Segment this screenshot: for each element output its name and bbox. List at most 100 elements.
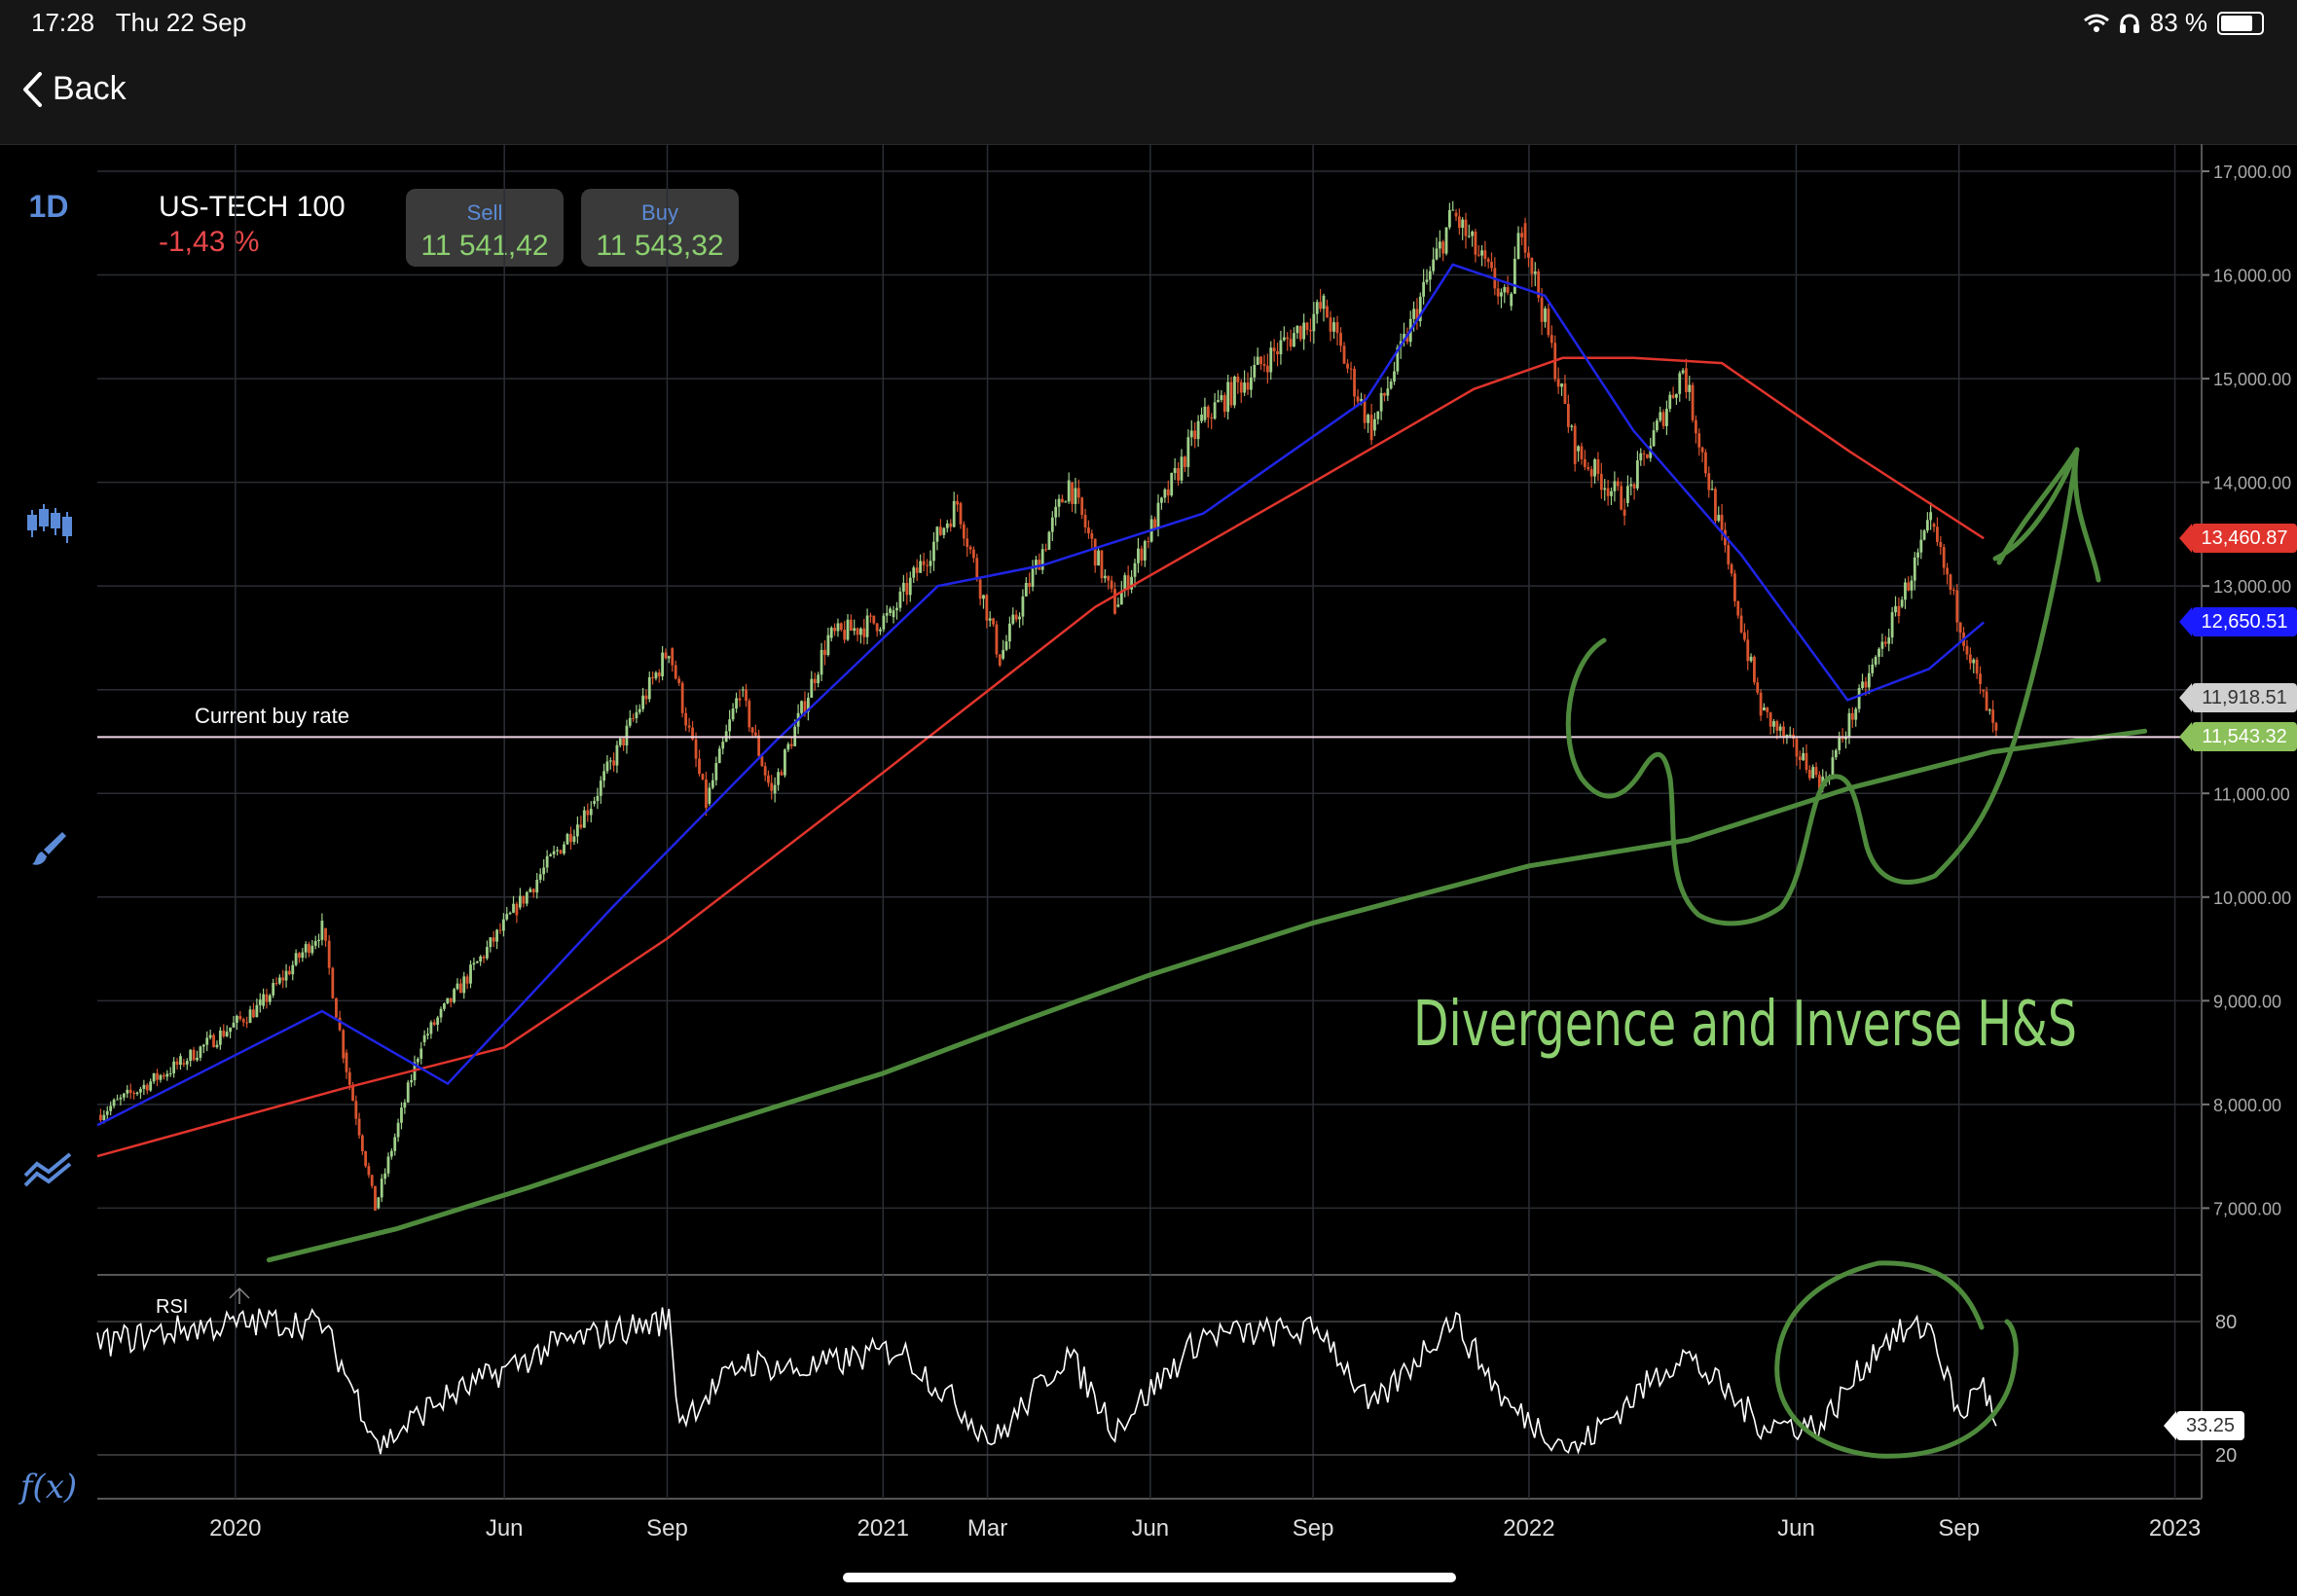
- candle-body: [651, 676, 655, 679]
- candle-body: [889, 608, 892, 613]
- candle-body: [1217, 400, 1220, 403]
- candle-body: [132, 1093, 135, 1095]
- candle-body: [1668, 394, 1672, 410]
- candle-body: [856, 628, 859, 635]
- candle-body: [416, 1058, 419, 1063]
- candle-body: [1471, 231, 1475, 236]
- buy-button[interactable]: Buy 11 543,32: [581, 189, 739, 267]
- breakout-arrow-drawing: [1992, 447, 2101, 583]
- candle-body: [410, 1079, 413, 1083]
- candle-body: [1544, 308, 1547, 322]
- candle-body: [1076, 488, 1080, 498]
- candle-body: [747, 701, 751, 728]
- price-tick-label: 11,000.00: [2213, 784, 2290, 804]
- candle-body: [922, 561, 926, 565]
- candle-body: [978, 579, 982, 599]
- candle-body: [374, 1185, 377, 1211]
- candle-body: [770, 782, 774, 791]
- candle-body: [380, 1179, 383, 1198]
- candlestick-icon: [27, 504, 72, 543]
- candle-body: [1939, 541, 1943, 548]
- drawing-tool-button[interactable]: [19, 829, 78, 873]
- candle-body: [1632, 484, 1636, 489]
- candle-body: [258, 999, 262, 1005]
- candle-body: [1985, 691, 1988, 711]
- candle-body: [1700, 447, 1704, 453]
- candle-body: [593, 801, 597, 804]
- candle-body: [1149, 519, 1153, 542]
- candle-body: [711, 780, 714, 788]
- candle-body: [189, 1049, 193, 1062]
- candle-body: [1493, 268, 1497, 289]
- candle-body: [335, 998, 338, 1018]
- candle-body: [1824, 779, 1828, 783]
- candle-body: [1714, 489, 1717, 522]
- timeframe-button[interactable]: 1D: [28, 189, 69, 224]
- candle-body: [1916, 552, 1919, 558]
- candle-body: [1649, 446, 1653, 458]
- candle-body: [1772, 721, 1775, 727]
- candle-body: [602, 771, 606, 781]
- candle-body: [1907, 582, 1911, 591]
- candle-body: [1332, 322, 1335, 332]
- candle-body: [364, 1151, 368, 1167]
- candle-body: [677, 678, 681, 683]
- candle-body: [1246, 382, 1250, 390]
- candle-body: [1061, 498, 1064, 503]
- candle-body: [885, 612, 889, 616]
- candle-body: [291, 964, 295, 975]
- candle-body: [1376, 411, 1380, 419]
- candle-body: [596, 795, 600, 802]
- indicators-button[interactable]: [19, 1150, 78, 1194]
- candle-body: [238, 1016, 242, 1020]
- candle-body: [1979, 673, 1982, 684]
- candle-body: [1011, 614, 1015, 624]
- candle-body: [1295, 325, 1299, 334]
- candle-body: [859, 628, 862, 635]
- price-tag: 13,460.87: [2179, 524, 2297, 554]
- candle-body: [773, 784, 777, 794]
- chart-series: [96, 200, 2202, 1455]
- candle-body: [1490, 262, 1493, 269]
- candle-body: [245, 1022, 249, 1024]
- candle-body: [308, 944, 310, 954]
- price-tick-label: 13,000.00: [2213, 577, 2291, 597]
- candle-body: [1386, 388, 1390, 396]
- current-buy-rate-label: Current buy rate: [195, 704, 349, 729]
- back-button[interactable]: Back: [21, 70, 127, 108]
- candle-body: [1415, 308, 1419, 322]
- candle-body: [413, 1062, 417, 1080]
- candle-body: [331, 967, 335, 998]
- candle-body: [1093, 538, 1097, 566]
- candle-body: [687, 725, 691, 728]
- candle-body: [192, 1049, 196, 1061]
- candle-body: [728, 719, 732, 732]
- price-tick-label: 9,000.00: [2213, 992, 2281, 1011]
- candle-body: [1425, 279, 1429, 282]
- candle-body: [1309, 330, 1312, 332]
- candle-body: [1925, 520, 1929, 531]
- candle-body: [162, 1074, 165, 1077]
- candle-body: [1071, 482, 1074, 504]
- candle-body: [1759, 692, 1763, 716]
- candle-body: [1871, 664, 1875, 673]
- candle-body: [1379, 392, 1383, 412]
- sell-button[interactable]: Sell 11 541,42: [406, 189, 564, 267]
- candle-body: [1821, 777, 1825, 789]
- candle-body: [901, 582, 905, 592]
- candle-body: [1259, 356, 1262, 365]
- candle-body: [1116, 604, 1120, 607]
- candle-body: [846, 619, 850, 640]
- candle-body: [823, 649, 826, 656]
- candle-body: [288, 970, 291, 975]
- candle-body: [1038, 560, 1041, 570]
- candle-body: [508, 912, 512, 915]
- candle-body: [1720, 515, 1724, 530]
- candle-body: [1265, 365, 1269, 373]
- chart-type-button[interactable]: [19, 502, 78, 550]
- functions-button[interactable]: f(x): [19, 1468, 78, 1506]
- candle-body: [1681, 370, 1685, 374]
- candle-body: [1577, 446, 1580, 452]
- candle-body: [1503, 286, 1507, 293]
- candle-body: [1763, 707, 1766, 711]
